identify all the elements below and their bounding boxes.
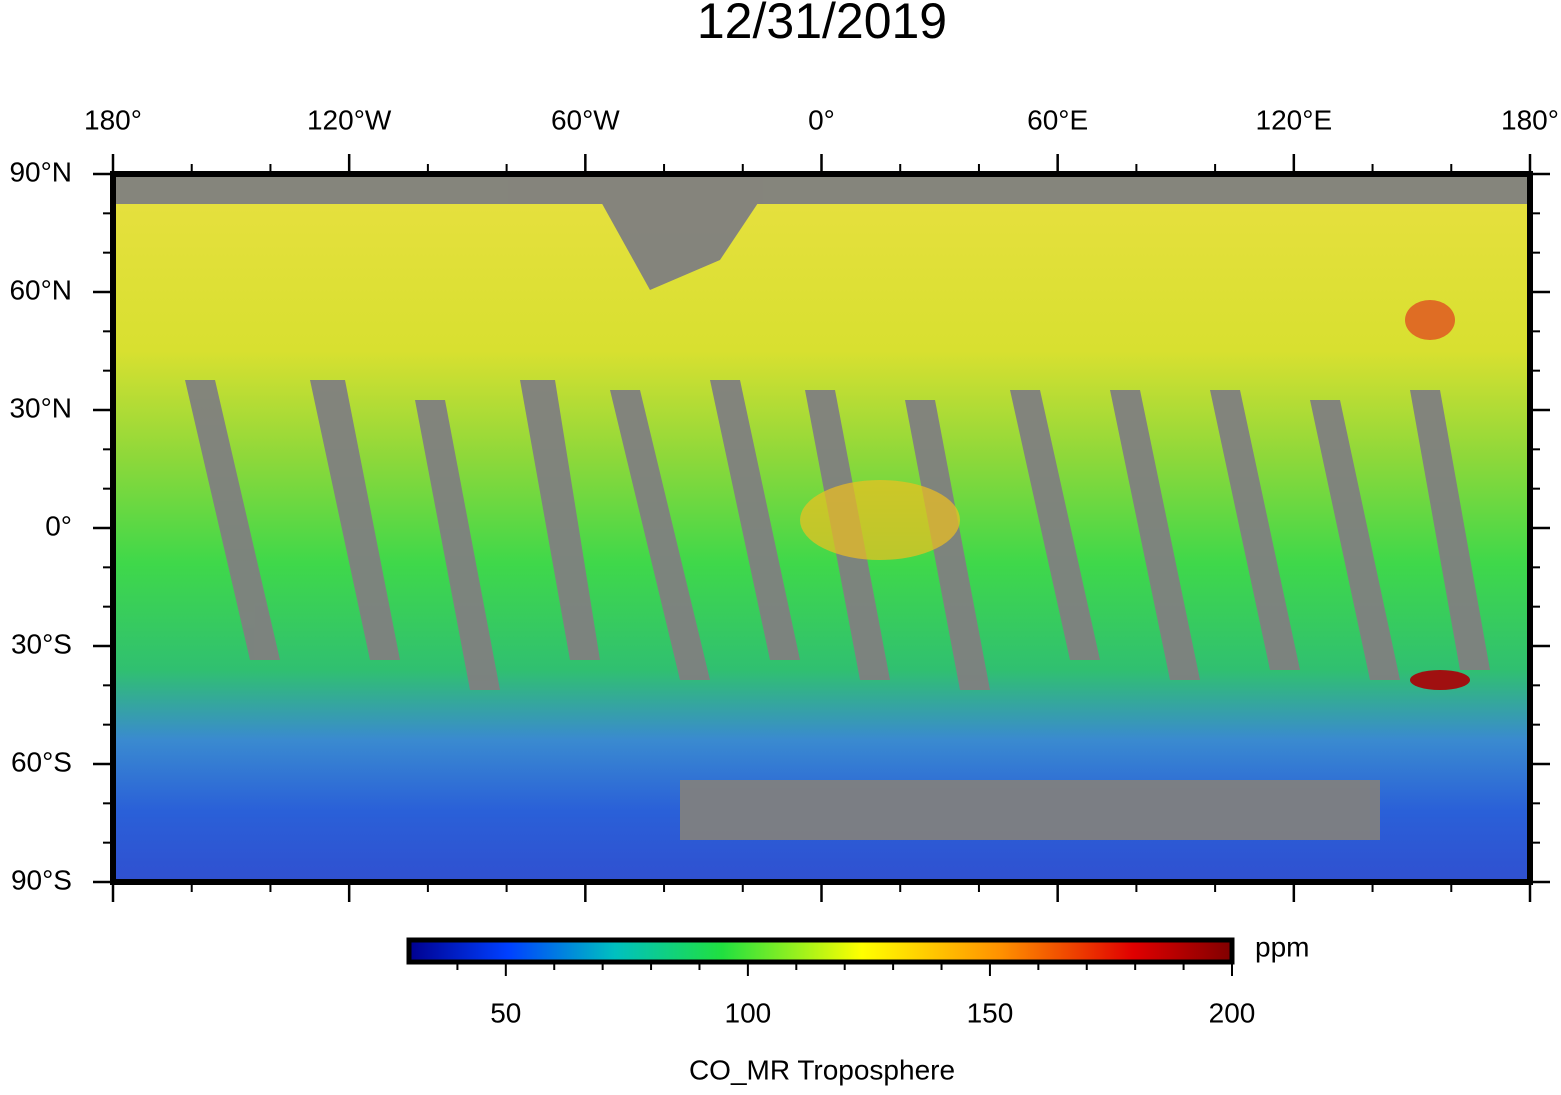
title: 12/31/2019 <box>697 0 947 49</box>
colorbar-label: CO_MR Troposphere <box>689 1054 955 1085</box>
colorbar <box>406 937 1235 965</box>
lat-label: 60°S <box>11 746 72 777</box>
lon-label: 60°W <box>551 104 620 135</box>
lat-label: 60°N <box>9 274 72 305</box>
lon-label: 180° <box>84 104 142 135</box>
lat-label: 90°N <box>9 156 72 187</box>
gaps <box>113 174 1530 840</box>
lon-label: 180° <box>1501 104 1559 135</box>
map-field <box>113 174 1530 882</box>
colorbar-unit: ppm <box>1255 931 1309 962</box>
lat-label: 30°S <box>11 628 72 659</box>
colorbar-tick-label: 150 <box>967 997 1014 1028</box>
colorbar-tick-label: 50 <box>490 997 521 1028</box>
lat-label: 30°N <box>9 392 72 423</box>
colorbar-tick-label: 100 <box>725 997 772 1028</box>
lon-label: 120°W <box>307 104 392 135</box>
lat-label: 0° <box>45 510 72 541</box>
lon-label: 0° <box>808 104 835 135</box>
lon-label: 120°E <box>1256 104 1333 135</box>
colorbar-tick-label: 200 <box>1209 997 1256 1028</box>
lon-label: 60°E <box>1027 104 1088 135</box>
lat-label: 90°S <box>11 864 72 895</box>
